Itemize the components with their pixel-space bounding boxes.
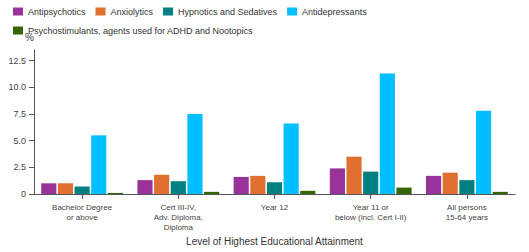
- svg-text:7.5: 7.5: [13, 109, 26, 119]
- svg-text:10.0: 10.0: [8, 82, 26, 92]
- svg-text:Adv. Diploma,: Adv. Diploma,: [154, 213, 203, 222]
- svg-text:2.5: 2.5: [13, 162, 26, 172]
- svg-text:Level of Highest Educational A: Level of Highest Educational Attainment: [186, 236, 363, 247]
- svg-text:Psychostimulants, agents used: Psychostimulants, agents used for ADHD a…: [28, 26, 253, 36]
- svg-text:Year 12: Year 12: [261, 203, 289, 212]
- svg-text:12.5: 12.5: [8, 56, 26, 66]
- svg-text:Cert III-IV,: Cert III-IV,: [160, 203, 196, 212]
- svg-text:Antipsychotics: Antipsychotics: [28, 7, 86, 17]
- svg-text:All persons: All persons: [447, 203, 487, 212]
- svg-text:below (incl. Cert I-II): below (incl. Cert I-II): [335, 213, 407, 222]
- svg-text:Diploma: Diploma: [164, 223, 194, 232]
- svg-text:Year 11 or: Year 11 or: [353, 203, 389, 212]
- svg-text:0: 0: [21, 189, 26, 199]
- svg-text:Bachelor Degree: Bachelor Degree: [52, 203, 113, 212]
- svg-text:5.0: 5.0: [13, 136, 26, 146]
- svg-text:15-64 years: 15-64 years: [446, 213, 488, 222]
- svg-text:Antidepressants: Antidepressants: [302, 7, 367, 17]
- svg-text:Hypnotics and Sedatives: Hypnotics and Sedatives: [178, 7, 278, 17]
- svg-text:Anxiolytics: Anxiolytics: [111, 7, 154, 17]
- svg-text:or above: or above: [67, 213, 99, 222]
